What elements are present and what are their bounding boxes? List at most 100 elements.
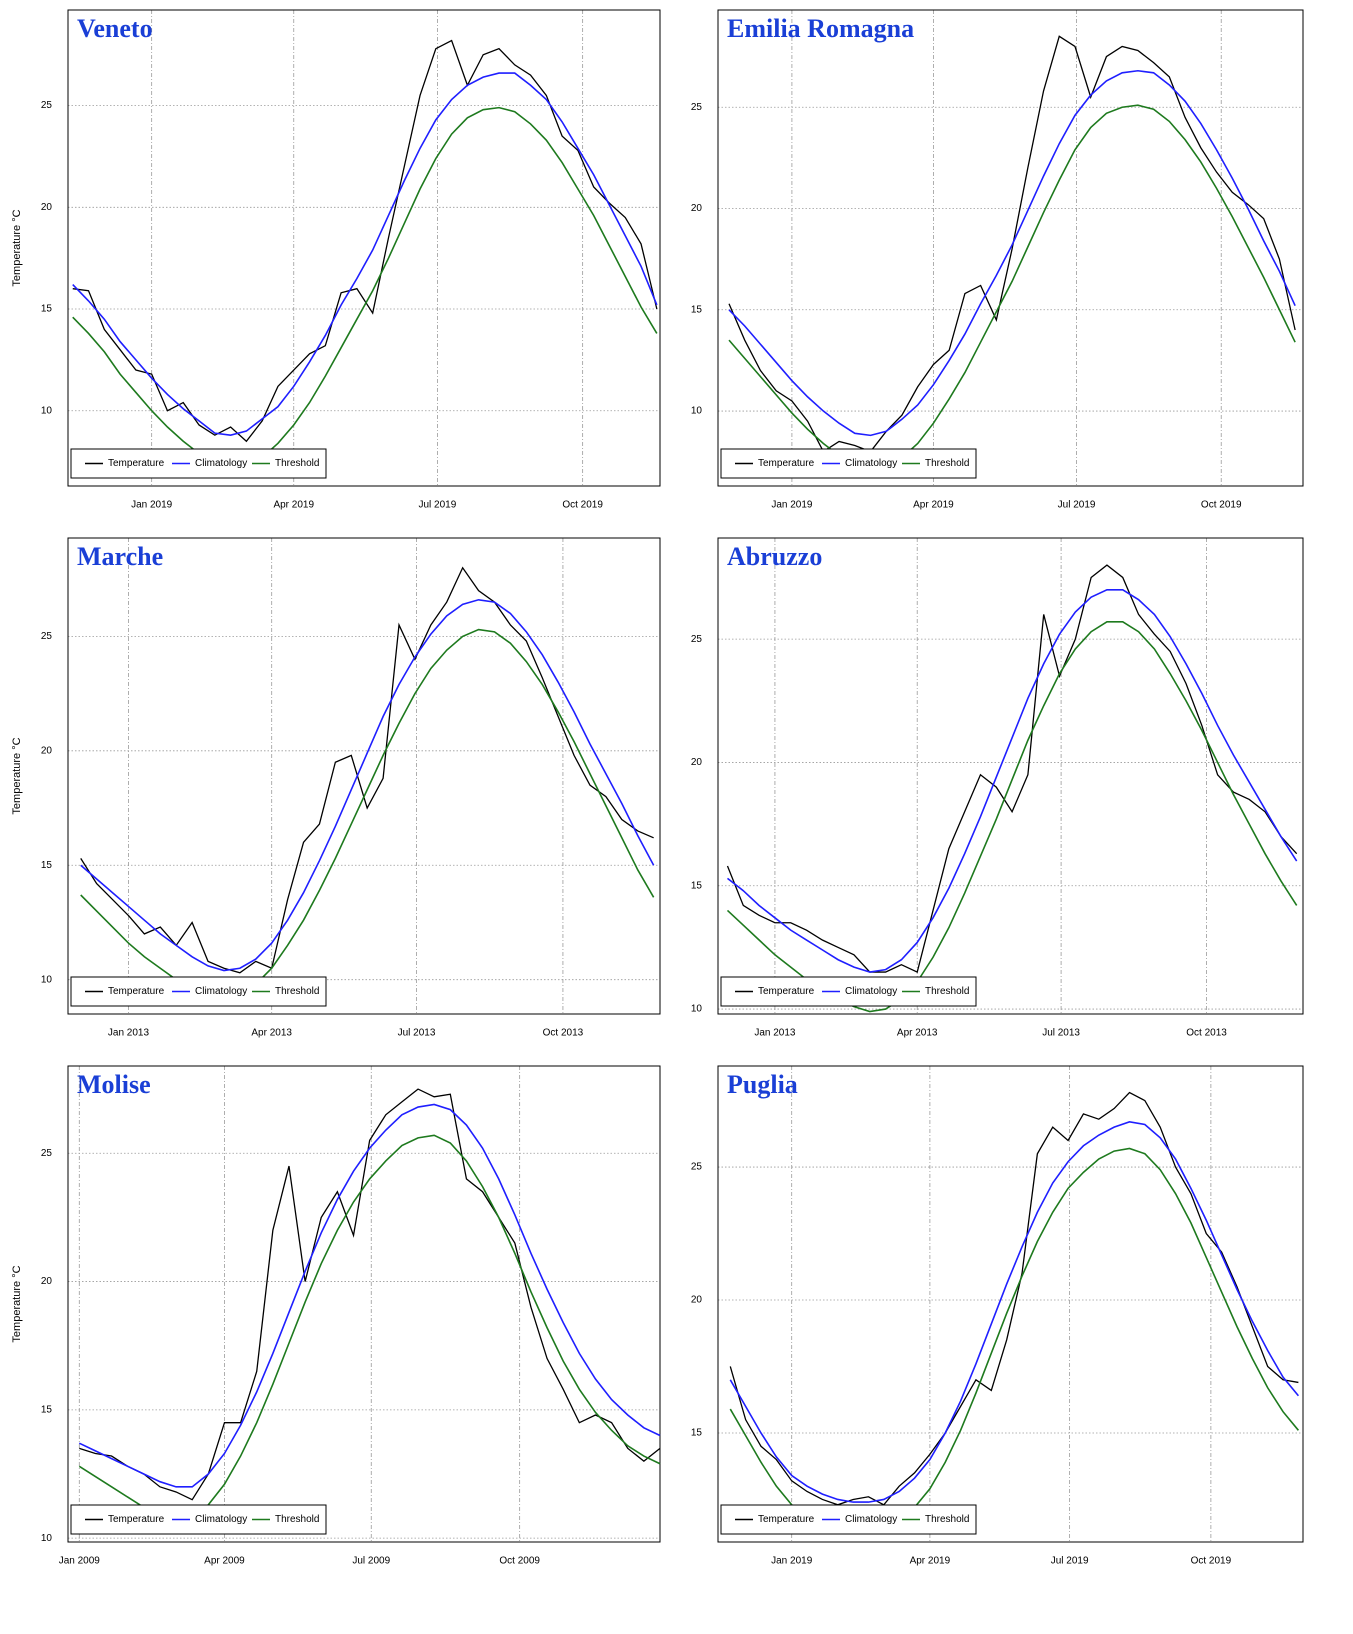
panel: 10 15 20 25 Jan 2019 Apr 2019 Jul 2019 Oct 2019… bbox=[11, 9, 661, 511]
y-tick-label: 25 bbox=[691, 102, 703, 113]
y-tick-label: 15 bbox=[41, 860, 53, 871]
x-tick-label: Jul 2013 bbox=[1042, 1028, 1080, 1039]
y-tick-label: 10 bbox=[41, 1533, 53, 1544]
x-tick-label: Apr 2013 bbox=[897, 1028, 938, 1039]
legend-label: Temperature bbox=[108, 458, 165, 469]
legend-label: Climatology bbox=[845, 1514, 897, 1525]
legend-box bbox=[70, 448, 327, 479]
panel-title: Molise bbox=[77, 1070, 151, 1099]
y-tick-label: 10 bbox=[691, 1004, 703, 1015]
plot-frame bbox=[717, 537, 1304, 1015]
x-tick-label: Apr 2019 bbox=[273, 500, 314, 511]
legend-label: Temperature bbox=[108, 986, 165, 997]
y-axis-label: Temperature °C bbox=[11, 737, 23, 814]
plot-frame bbox=[717, 1065, 1304, 1543]
legend-box bbox=[720, 448, 977, 479]
panel-title: Marche bbox=[77, 542, 163, 571]
plot-frame bbox=[717, 9, 1304, 487]
y-axis-label: Temperature °C bbox=[11, 209, 23, 286]
x-tick-label: Jan 2019 bbox=[771, 500, 813, 511]
x-tick-label: Apr 2009 bbox=[204, 1556, 245, 1567]
y-axis-label: Temperature °C bbox=[11, 1265, 23, 1342]
x-tick-label: Apr 2019 bbox=[913, 500, 954, 511]
panel-title: Puglia bbox=[727, 1070, 798, 1099]
x-tick-label: Jul 2019 bbox=[419, 500, 457, 511]
series-line bbox=[726, 564, 1298, 973]
plot-frame bbox=[67, 537, 661, 1015]
y-tick-label: 20 bbox=[41, 745, 53, 756]
series-line bbox=[80, 598, 655, 972]
plot-frame bbox=[67, 9, 661, 487]
y-tick-label: 25 bbox=[691, 634, 703, 645]
legend-box bbox=[70, 1504, 327, 1535]
panel: 10 15 20 25 Jan 2009 Apr 2009 Jul 2009 Oct 2009… bbox=[11, 1065, 661, 1567]
legend-label: Temperature bbox=[108, 1514, 165, 1525]
legend-box bbox=[70, 976, 327, 1007]
legend-label: Threshold bbox=[925, 1514, 969, 1525]
panel-title: Veneto bbox=[77, 14, 153, 43]
legend-label: Temperature bbox=[758, 1514, 815, 1525]
legend-label: Temperature bbox=[758, 458, 815, 469]
y-tick-label: 10 bbox=[691, 406, 703, 417]
x-tick-label: Oct 2009 bbox=[499, 1556, 540, 1567]
legend-label: Threshold bbox=[925, 986, 969, 997]
y-tick-label: 15 bbox=[41, 1404, 53, 1415]
series-line bbox=[72, 39, 658, 443]
series-line bbox=[729, 1147, 1300, 1533]
y-tick-label: 20 bbox=[41, 1276, 53, 1287]
legend-label: Climatology bbox=[195, 1514, 247, 1525]
series-line bbox=[728, 104, 1296, 471]
series-line bbox=[78, 1103, 661, 1488]
y-tick-label: 20 bbox=[691, 203, 703, 214]
x-tick-label: Jan 2009 bbox=[59, 1556, 101, 1567]
x-tick-label: Oct 2013 bbox=[543, 1028, 584, 1039]
panel: 10 15 20 25 Jan 2013 Apr 2013 Jul 2013 Oct 2013… bbox=[691, 537, 1304, 1039]
panel: 10 15 20 25 Jan 2013 Apr 2013 Jul 2013 Oct 2013… bbox=[11, 537, 661, 1039]
series-line bbox=[72, 72, 658, 436]
x-tick-label: Oct 2019 bbox=[1201, 500, 1242, 511]
y-tick-label: 25 bbox=[41, 1148, 53, 1159]
x-tick-label: Jan 2013 bbox=[108, 1028, 150, 1039]
series-line bbox=[726, 621, 1298, 1013]
x-tick-label: Apr 2019 bbox=[910, 1556, 951, 1567]
x-tick-label: Jul 2013 bbox=[398, 1028, 436, 1039]
panel-title: Emilia Romagna bbox=[727, 14, 914, 43]
series-line bbox=[80, 628, 655, 999]
series-line bbox=[728, 69, 1296, 437]
series-line bbox=[78, 1134, 661, 1522]
plot-frame bbox=[67, 1065, 661, 1543]
y-tick-label: 10 bbox=[41, 405, 53, 416]
series-line bbox=[729, 1091, 1299, 1506]
y-tick-label: 25 bbox=[41, 100, 53, 111]
panel: 10 15 20 25 Jan 2019 Apr 2019 Jul 2019 Oct 2019… bbox=[691, 9, 1304, 511]
series-line bbox=[72, 106, 658, 471]
legend-label: Climatology bbox=[195, 458, 247, 469]
x-tick-label: Jan 2013 bbox=[754, 1028, 796, 1039]
panel-title: Abruzzo bbox=[727, 542, 822, 571]
x-tick-label: Apr 2013 bbox=[251, 1028, 292, 1039]
x-tick-label: Jul 2009 bbox=[352, 1556, 390, 1567]
legend-label: Climatology bbox=[845, 986, 897, 997]
legend-label: Climatology bbox=[845, 458, 897, 469]
y-tick-label: 25 bbox=[41, 631, 53, 642]
series-line bbox=[726, 588, 1298, 973]
x-tick-label: Oct 2019 bbox=[562, 500, 603, 511]
y-tick-label: 20 bbox=[691, 757, 703, 768]
y-tick-label: 15 bbox=[691, 1428, 703, 1439]
panel: 15 20 25 Jan 2019 Apr 2019 Jul 2019 Oct 2019 Pu… bbox=[691, 1065, 1304, 1567]
x-tick-label: Oct 2019 bbox=[1191, 1556, 1232, 1567]
y-tick-label: 15 bbox=[41, 304, 53, 315]
legend-box bbox=[720, 1504, 977, 1535]
y-tick-label: 20 bbox=[691, 1295, 703, 1306]
y-tick-label: 25 bbox=[691, 1162, 703, 1173]
y-tick-label: 15 bbox=[691, 304, 703, 315]
legend-label: Threshold bbox=[275, 1514, 319, 1525]
legend-box bbox=[720, 976, 977, 1007]
legend-label: Threshold bbox=[275, 458, 319, 469]
x-tick-label: Oct 2013 bbox=[1186, 1028, 1227, 1039]
legend-label: Threshold bbox=[275, 986, 319, 997]
series-line bbox=[729, 1121, 1300, 1503]
y-tick-label: 15 bbox=[691, 880, 703, 891]
x-tick-label: Jul 2019 bbox=[1051, 1556, 1089, 1567]
